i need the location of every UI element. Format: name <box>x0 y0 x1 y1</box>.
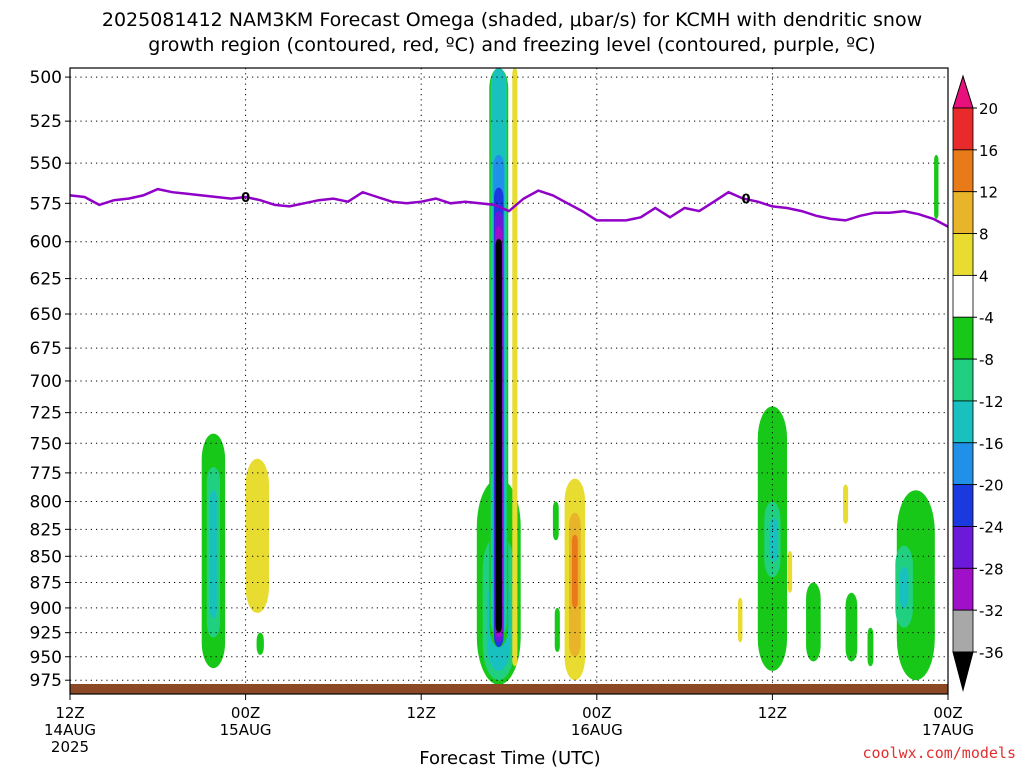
omega-area-31 <box>896 490 935 681</box>
colorbar-swatch <box>952 274 974 318</box>
y-tick-label: 800 <box>30 493 62 513</box>
terrain-strip <box>70 684 948 694</box>
colorbar-swatch <box>952 609 974 653</box>
gridlines <box>69 68 949 694</box>
x-tick-label: 00Z <box>582 704 611 722</box>
freezing-level-label: 0 <box>241 191 250 206</box>
chart-title-line-2: growth region (contoured, red, ºC) and f… <box>148 34 876 56</box>
y-tick-label: 700 <box>30 372 62 392</box>
colorbar-swatch <box>952 149 974 193</box>
y-tick-label: 575 <box>30 194 62 214</box>
y-tick-label: 875 <box>30 573 62 593</box>
colorbar-swatch <box>952 233 974 276</box>
y-tick-label: 825 <box>30 520 62 540</box>
colorbar-label: -16 <box>979 435 1004 453</box>
y-tick-label: 525 <box>30 112 62 132</box>
colorbar-swatch <box>952 316 974 360</box>
omega-area-29 <box>845 592 858 662</box>
chart-title-line-1: 2025081412 NAM3KM Forecast Omega (shaded… <box>101 9 923 31</box>
colorbar-label: -12 <box>979 393 1004 411</box>
y-tick-label: 950 <box>30 648 62 668</box>
y-tick-label: 500 <box>30 68 62 88</box>
colorbar-label: -36 <box>979 644 1004 662</box>
colorbar-label: -20 <box>979 477 1004 495</box>
x-tick-label: 12Z <box>407 704 436 722</box>
y-tick-label: 900 <box>30 599 62 619</box>
x-tick-label: 2025 <box>51 738 89 756</box>
colorbar-swatch <box>952 484 974 527</box>
x-axis-label: Forecast Time (UTC) <box>419 748 600 768</box>
omega-area-4 <box>245 458 270 613</box>
y-tick-label: 625 <box>30 270 62 290</box>
colorbar-label: 12 <box>979 184 998 202</box>
colorbar-label: 8 <box>979 226 989 244</box>
colorbar-label: -28 <box>979 560 1004 578</box>
omega-area-21 <box>571 534 578 608</box>
y-tick-label: 550 <box>30 154 62 174</box>
omega-area-26 <box>787 550 793 593</box>
y-tick-label: 650 <box>30 305 62 325</box>
x-tick-label: 00Z <box>231 704 260 722</box>
colorbar-swatch <box>952 400 974 444</box>
colorbar-label: -32 <box>979 602 1004 620</box>
x-tick-label: 15AUG <box>220 721 272 739</box>
omega-area-3 <box>256 632 264 655</box>
freezing-level-line <box>69 187 949 228</box>
y-tick-label: 850 <box>30 547 62 567</box>
terrain-ground <box>70 684 948 694</box>
y-axis-pressure: 500 525 550 575 600 625 650 675 700 725 750 775 800 8… <box>30 68 70 691</box>
omega-area-17 <box>552 501 559 541</box>
x-tick-label: 12Z <box>758 704 787 722</box>
omega-shading <box>201 68 939 685</box>
colorbar-swatch <box>952 567 974 611</box>
x-tick-label: 14AUG <box>44 721 96 739</box>
colorbar-label: -24 <box>979 518 1004 536</box>
y-tick-label: 600 <box>30 233 62 253</box>
freezing-level-label: 0 <box>742 193 751 208</box>
colorbar-top-triangle <box>952 74 974 109</box>
colorbar-swatch <box>952 191 974 234</box>
omega-area-30 <box>867 627 874 667</box>
omega-area-25 <box>738 597 743 643</box>
y-tick-label: 925 <box>30 624 62 644</box>
colorbar-bottom-triangle <box>952 651 974 692</box>
colorbar-label: -8 <box>979 351 994 369</box>
colorbar-swatch <box>952 107 974 151</box>
x-tick-label: 16AUG <box>571 721 623 739</box>
colorbar-swatch <box>952 358 974 402</box>
y-tick-label: 750 <box>30 434 62 454</box>
omega-area-33 <box>899 566 909 608</box>
colorbar-swatch <box>952 442 974 486</box>
omega-area-15 <box>495 238 502 633</box>
colorbar-swatch <box>952 526 974 569</box>
colorbar-label: -4 <box>979 309 994 327</box>
omega-area-28 <box>806 582 821 662</box>
colorbar-label: 20 <box>979 100 998 118</box>
x-tick-label: 17AUG <box>922 721 974 739</box>
colorbar-label: 4 <box>979 267 989 285</box>
watermark: coolwx.com/models <box>862 744 1016 762</box>
y-tick-label: 725 <box>30 404 62 424</box>
omega-area-16 <box>512 68 518 667</box>
omega-area-18 <box>554 607 560 652</box>
y-tick-label: 975 <box>30 671 62 691</box>
omega-area-24 <box>769 518 779 562</box>
colorbar-label: 16 <box>979 142 998 160</box>
x-tick-label: 00Z <box>933 704 962 722</box>
y-tick-label: 675 <box>30 339 62 359</box>
omega-area-34 <box>934 154 939 219</box>
y-tick-label: 775 <box>30 464 62 484</box>
x-tick-label: 12Z <box>55 704 84 722</box>
omega-area-2 <box>210 490 217 618</box>
omega-colorbar: 20 16 12 8 4 -4 -8 -12 -16 -20 -24 -28 -32 -36 <box>952 74 1004 692</box>
omega-area-27 <box>843 484 849 524</box>
